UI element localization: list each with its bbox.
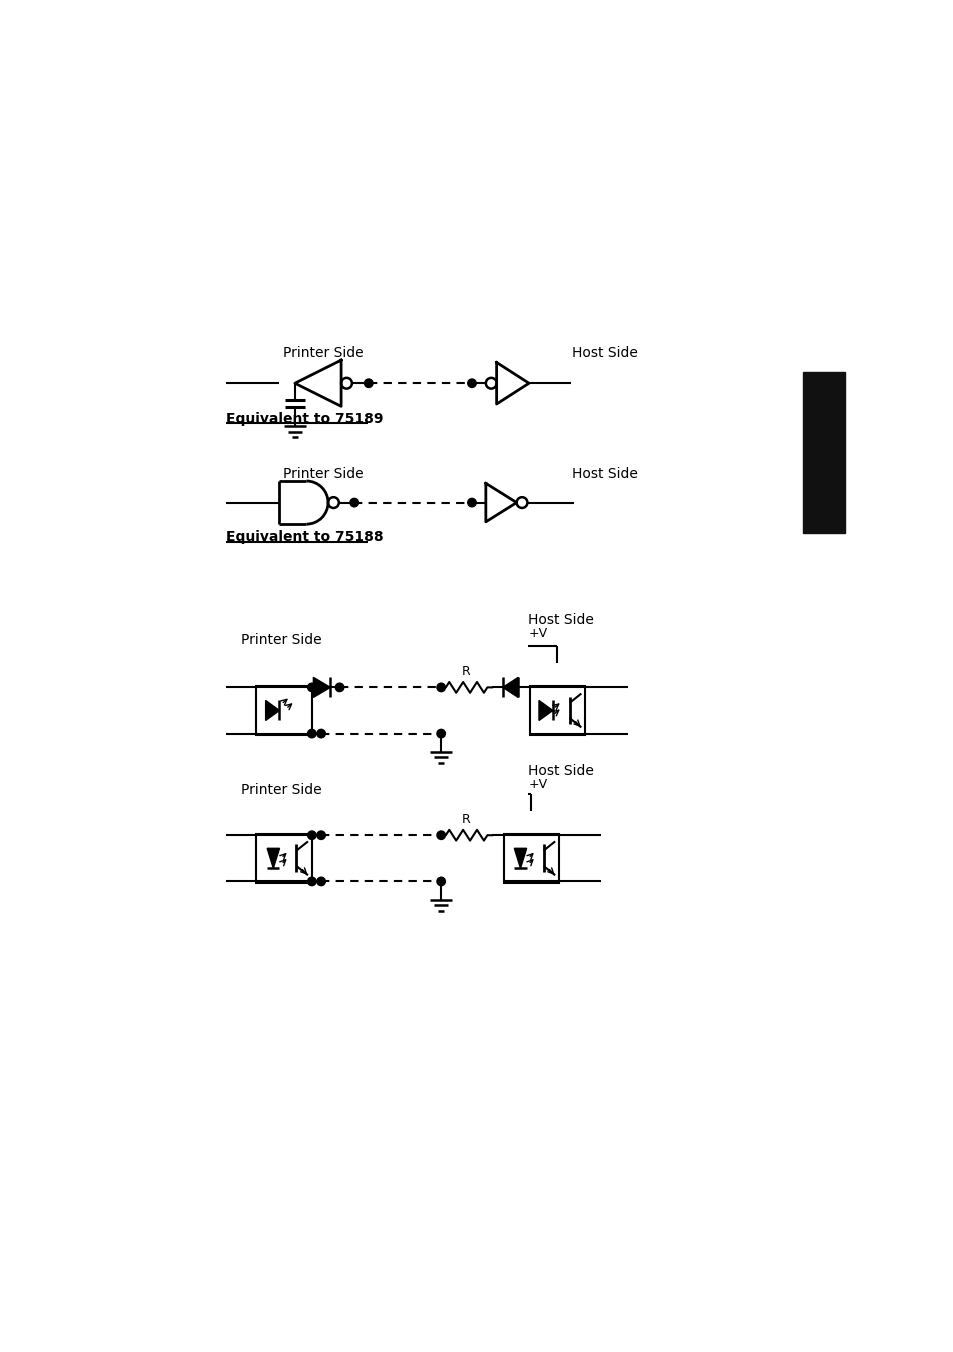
Polygon shape (313, 677, 330, 698)
Circle shape (350, 499, 358, 507)
Circle shape (307, 877, 315, 886)
Bar (256, 834, 312, 883)
Circle shape (436, 877, 445, 886)
Text: Printer Side: Printer Side (283, 466, 364, 481)
Text: Equivalent to 75189: Equivalent to 75189 (225, 412, 383, 426)
Circle shape (335, 683, 343, 692)
Text: +V: +V (528, 626, 547, 639)
Text: R: R (462, 665, 471, 679)
Text: Equivalent to 75188: Equivalent to 75188 (225, 530, 383, 545)
Circle shape (364, 379, 373, 388)
Polygon shape (514, 848, 526, 868)
Bar (503, 834, 558, 883)
Polygon shape (267, 848, 279, 868)
Circle shape (467, 379, 476, 388)
Text: R: R (462, 813, 471, 826)
Text: Host Side: Host Side (572, 466, 638, 481)
Circle shape (436, 831, 445, 840)
Text: Host Side: Host Side (528, 614, 594, 627)
Text: Host Side: Host Side (528, 764, 594, 779)
Text: Host Side: Host Side (572, 346, 638, 360)
Circle shape (316, 831, 325, 840)
Polygon shape (265, 700, 279, 721)
Bar (802, 372, 844, 534)
Text: Printer Side: Printer Side (241, 633, 321, 648)
Circle shape (467, 499, 476, 507)
Text: Printer Side: Printer Side (283, 346, 364, 360)
Circle shape (436, 683, 445, 692)
Circle shape (436, 729, 445, 738)
Circle shape (307, 729, 315, 738)
Text: +V: +V (528, 777, 547, 791)
Circle shape (316, 877, 325, 886)
Bar (529, 685, 584, 735)
Circle shape (316, 729, 325, 738)
Circle shape (307, 683, 315, 692)
Circle shape (307, 831, 315, 840)
Text: Printer Side: Printer Side (241, 783, 321, 796)
Bar (256, 685, 312, 735)
Polygon shape (502, 677, 517, 698)
Polygon shape (538, 700, 552, 721)
